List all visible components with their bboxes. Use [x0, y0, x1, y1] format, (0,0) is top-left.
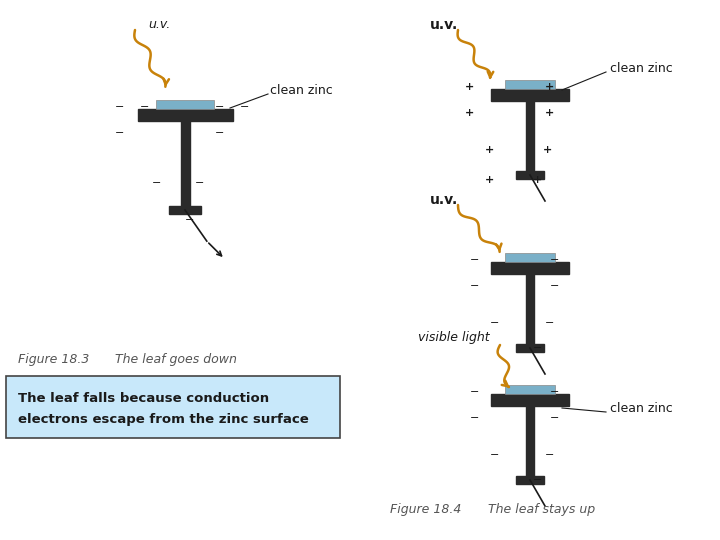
Bar [169, 206, 201, 214]
Bar [516, 476, 544, 484]
Text: −: − [185, 215, 194, 225]
Text: −: − [545, 450, 554, 460]
Text: clean zinc: clean zinc [610, 402, 672, 415]
Bar [526, 101, 534, 171]
Bar [516, 344, 544, 352]
Text: u.v.: u.v. [430, 193, 458, 207]
Text: +: + [544, 145, 553, 155]
Text: −: − [550, 255, 559, 265]
Bar [505, 253, 555, 262]
Text: −: − [240, 102, 250, 112]
Text: −: − [550, 387, 559, 397]
Text: visible light: visible light [418, 332, 490, 345]
Text: The leaf goes down: The leaf goes down [115, 354, 237, 367]
Text: +: + [465, 108, 474, 118]
Text: −: − [470, 281, 480, 291]
Text: u.v.: u.v. [430, 18, 458, 32]
Text: +: + [485, 145, 495, 155]
Bar [491, 89, 569, 101]
Text: +: + [465, 82, 474, 92]
Bar [138, 109, 233, 121]
Text: −: − [470, 255, 480, 265]
Text: −: − [215, 102, 225, 112]
Text: −: − [215, 128, 225, 138]
FancyBboxPatch shape [6, 376, 340, 438]
Text: −: − [490, 450, 500, 460]
Text: clean zinc: clean zinc [270, 84, 333, 97]
Bar [526, 406, 534, 476]
Text: −: − [115, 128, 125, 138]
Text: −: − [115, 102, 125, 112]
Text: −: − [140, 102, 150, 112]
Bar [156, 100, 214, 109]
Bar [516, 171, 544, 179]
Text: The leaf stays up: The leaf stays up [488, 503, 595, 516]
Text: +: + [545, 108, 554, 118]
Bar [491, 262, 569, 274]
Text: Figure 18.3: Figure 18.3 [18, 354, 89, 367]
Text: −: − [550, 281, 559, 291]
Text: −: − [153, 178, 162, 188]
Text: +: + [534, 175, 543, 185]
Text: The leaf falls because conduction: The leaf falls because conduction [18, 392, 269, 404]
Text: Figure 18.4: Figure 18.4 [390, 503, 462, 516]
Bar [526, 274, 534, 344]
Text: −: − [490, 318, 500, 328]
Text: u.v.: u.v. [148, 18, 170, 31]
Text: +: + [545, 82, 554, 92]
Bar [505, 80, 555, 89]
Bar [505, 385, 555, 394]
Text: −: − [470, 387, 480, 397]
Text: electrons escape from the zinc surface: electrons escape from the zinc surface [18, 414, 309, 427]
Text: −: − [470, 413, 480, 423]
Text: −: − [545, 318, 554, 328]
Text: −: − [534, 343, 543, 353]
Text: −: − [534, 475, 543, 485]
Bar [181, 121, 189, 206]
Text: +: + [485, 175, 495, 185]
Text: clean zinc: clean zinc [610, 62, 672, 75]
Text: −: − [550, 413, 559, 423]
Bar [491, 394, 569, 406]
Text: −: − [195, 178, 204, 188]
